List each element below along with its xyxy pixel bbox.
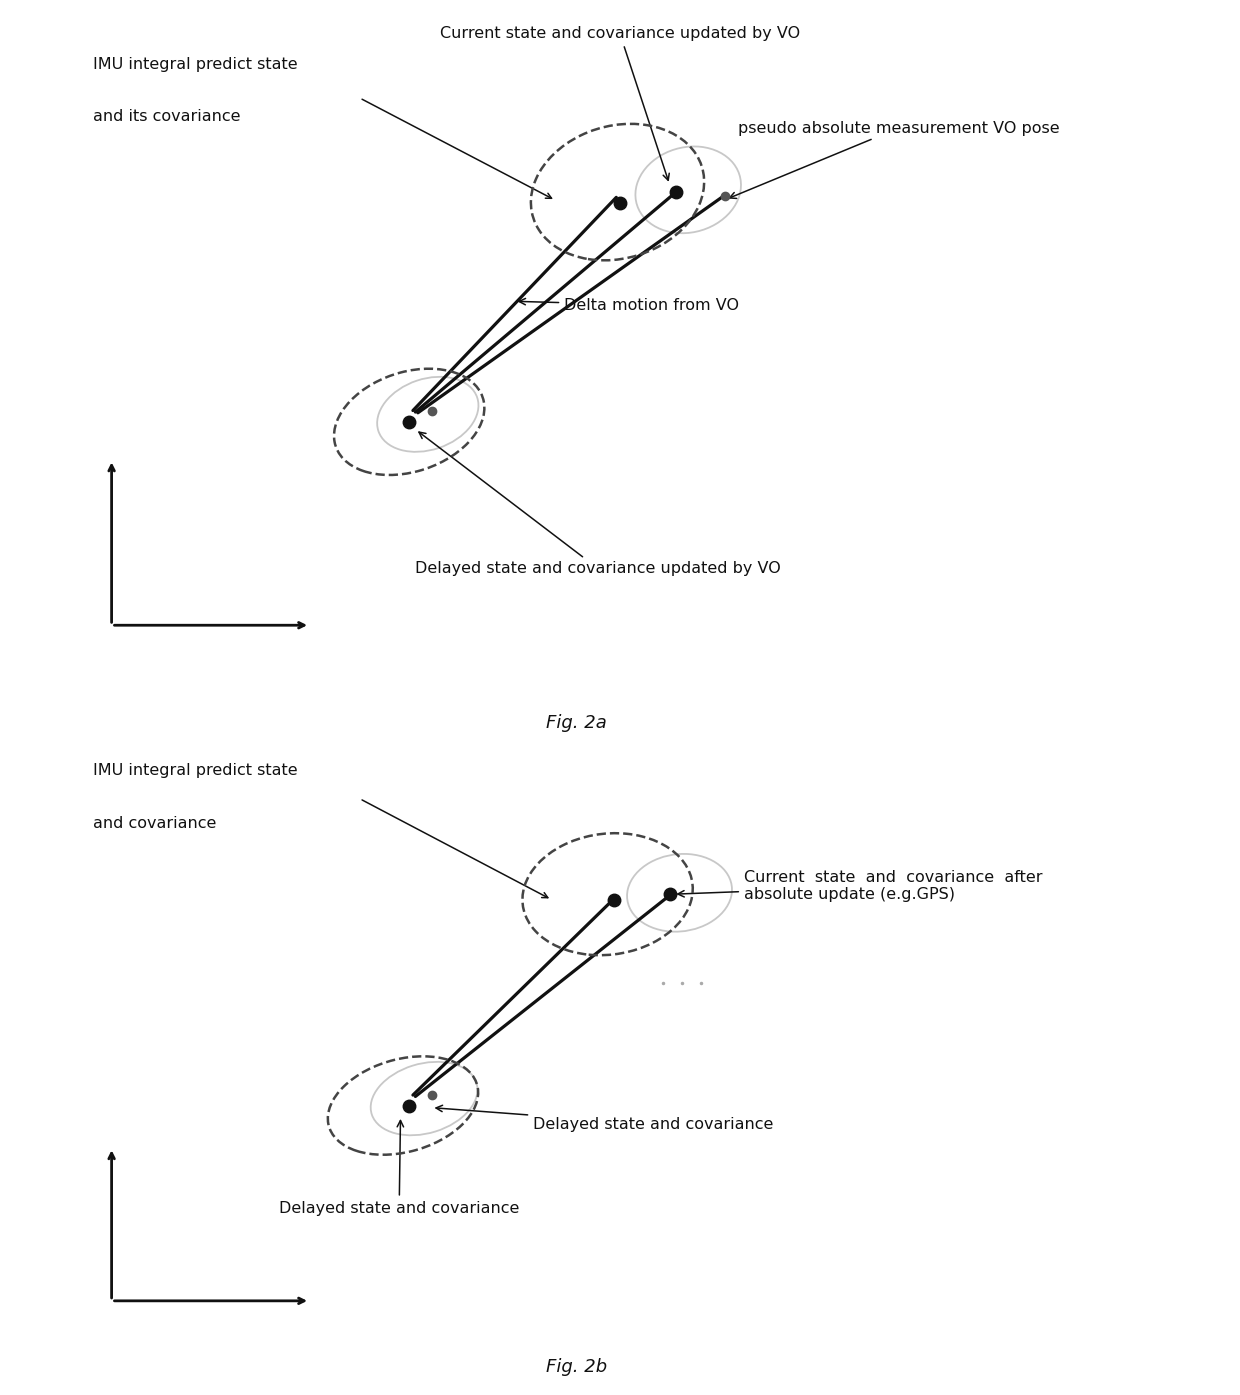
Text: Fig. 2a: Fig. 2a (547, 714, 606, 732)
Text: Current  state  and  covariance  after
absolute update (e.g.GPS): Current state and covariance after absol… (678, 869, 1043, 903)
Text: Delayed state and covariance: Delayed state and covariance (436, 1105, 774, 1131)
Text: Delta motion from VO: Delta motion from VO (520, 297, 739, 312)
Text: Delayed state and covariance updated by VO: Delayed state and covariance updated by … (415, 432, 781, 576)
Text: IMU integral predict state: IMU integral predict state (93, 57, 298, 71)
Text: and covariance: and covariance (93, 816, 216, 830)
Text: and its covariance: and its covariance (93, 109, 241, 124)
Text: IMU integral predict state: IMU integral predict state (93, 763, 298, 778)
Text: Delayed state and covariance: Delayed state and covariance (279, 1120, 520, 1215)
Text: Fig. 2b: Fig. 2b (546, 1359, 608, 1375)
Text: Current state and covariance updated by VO: Current state and covariance updated by … (440, 27, 800, 180)
Text: pseudo absolute measurement VO pose: pseudo absolute measurement VO pose (729, 120, 1059, 198)
